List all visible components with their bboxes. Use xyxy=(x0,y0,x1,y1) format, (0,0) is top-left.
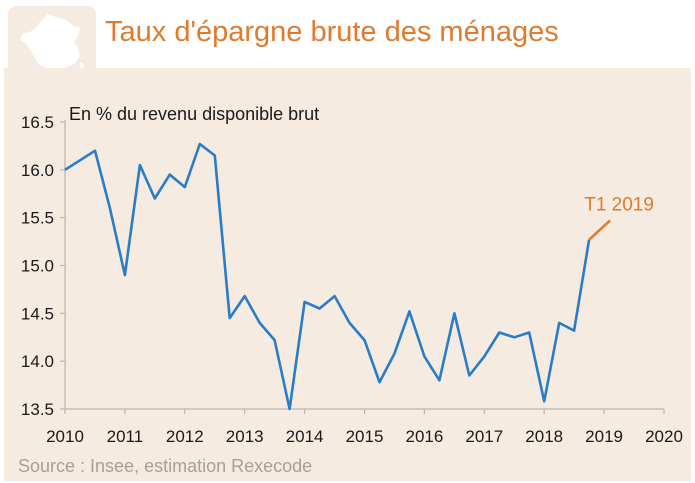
x-tick-label: 2016 xyxy=(405,427,443,446)
y-axis-ticks: 13.5 14.0 14.5 15.0 15.5 16.0 16.5 xyxy=(21,113,65,419)
annotation-leader-line xyxy=(588,219,611,241)
x-tick-label: 2018 xyxy=(525,427,563,446)
source-note: Source : Insee, estimation Rexecode xyxy=(18,456,313,476)
x-tick-label: 2020 xyxy=(645,427,683,446)
annotation-group: T1 2019 xyxy=(584,194,654,241)
page-title: Taux d'épargne brute des ménages xyxy=(105,16,559,48)
y-axis-unit-label: En % du revenu disponible brut xyxy=(69,104,319,124)
chart-panel xyxy=(4,68,691,481)
x-tick-label: 2012 xyxy=(166,427,204,446)
x-tick-label: 2010 xyxy=(46,427,84,446)
x-tick-label: 2019 xyxy=(585,427,623,446)
header: Taux d'épargne brute des ménages xyxy=(0,0,695,82)
y-tick-label: 16.0 xyxy=(21,161,54,180)
y-tick-label: 14.5 xyxy=(21,304,54,323)
x-tick-label: 2013 xyxy=(226,427,264,446)
x-axis-ticks: 2010 2011 2012 2013 2014 2015 2016 2017 2018 2019… xyxy=(46,409,683,446)
chart-axes xyxy=(64,120,664,410)
annotation-label: T1 2019 xyxy=(584,194,654,215)
y-tick-label: 13.5 xyxy=(21,400,54,419)
y-tick-label: 16.5 xyxy=(21,113,54,132)
y-tick-label: 15.0 xyxy=(21,257,54,276)
x-tick-label: 2017 xyxy=(465,427,503,446)
series-line xyxy=(64,142,591,411)
series-group xyxy=(64,142,591,411)
y-tick-label: 15.5 xyxy=(21,209,54,228)
x-tick-label: 2011 xyxy=(107,427,144,446)
x-tick-label: 2015 xyxy=(346,427,384,446)
y-tick-label: 14.0 xyxy=(21,352,54,371)
x-tick-label: 2014 xyxy=(286,427,324,446)
